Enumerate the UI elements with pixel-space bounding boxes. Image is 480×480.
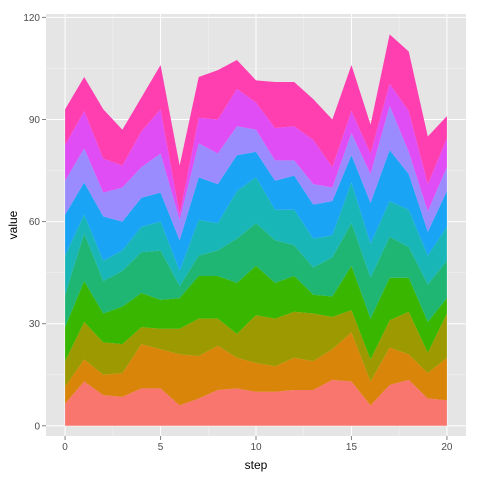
area-series-6	[65, 177, 447, 295]
area-series-10	[65, 34, 447, 215]
y-tick-label: 90	[29, 115, 41, 126]
x-tick-label: 20	[441, 442, 453, 453]
y-tick-label: 120	[23, 13, 40, 24]
area-series-7	[65, 150, 447, 271]
area-series-1	[65, 379, 447, 426]
x-tick-label: 5	[158, 442, 164, 453]
x-axis-title: step	[245, 458, 268, 472]
y-tick-label: 60	[29, 217, 41, 228]
area-series-5	[65, 223, 447, 328]
x-tick-label: 0	[62, 442, 68, 453]
area-series-3	[65, 310, 447, 387]
area-series-9	[65, 83, 447, 220]
y-axis-title: value	[6, 210, 20, 239]
area-series-2	[65, 332, 447, 406]
area-series-4	[65, 265, 447, 362]
y-axis-ticks: 0 30 60 90 120	[23, 13, 46, 432]
x-tick-label: 15	[346, 442, 358, 453]
area-layers	[65, 34, 447, 426]
area-series-8	[65, 105, 447, 241]
x-axis-ticks: 0 5 10 15 20	[62, 436, 453, 453]
y-tick-label: 30	[29, 319, 41, 330]
y-tick-label: 0	[34, 421, 40, 432]
x-tick-label: 10	[250, 442, 262, 453]
